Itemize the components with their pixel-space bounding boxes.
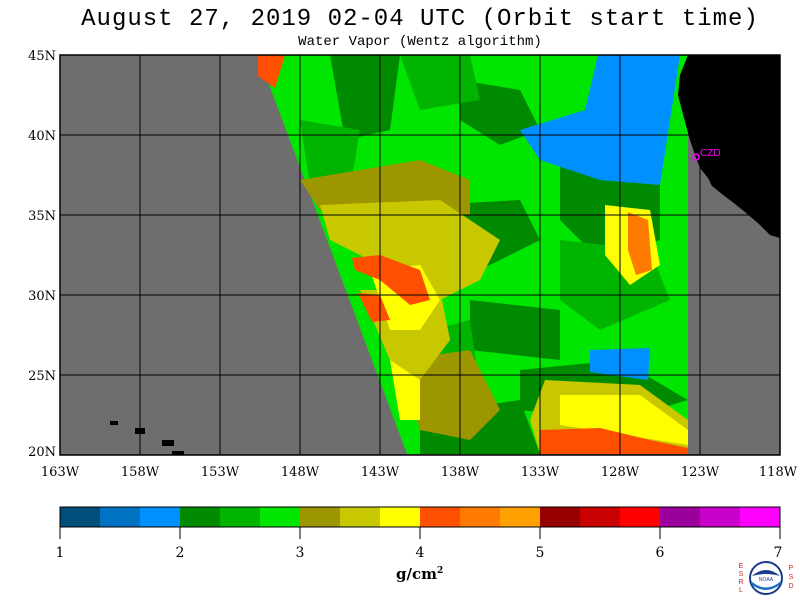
noaa-logo: E S R L P S D NOAA: [738, 561, 794, 595]
graticule: [60, 55, 780, 455]
logo-letter: S: [739, 571, 744, 578]
colorbar-swatch: [660, 507, 701, 527]
logo-letter: S: [789, 574, 794, 581]
unit-exponent: 2: [436, 566, 444, 576]
colorbar-swatch: [260, 507, 301, 527]
colorbar-swatch: [180, 507, 221, 527]
colorbar-swatches: [60, 507, 781, 527]
colorbar-tick-label: 3: [296, 545, 305, 561]
logo-letter: E: [739, 563, 744, 570]
colorbar-swatch: [740, 507, 781, 527]
land-mass: [678, 55, 780, 238]
colorbar-ticks: [59, 527, 781, 539]
logo-letter: D: [788, 583, 793, 590]
unit-base: g/cm: [396, 565, 437, 583]
colorbar-swatch: [220, 507, 261, 527]
lon-label: 163W: [41, 465, 80, 480]
colorbar-unit: g/cm2: [396, 565, 443, 583]
logo-text: NOAA: [759, 577, 774, 583]
colorbar-tick-label: 7: [774, 545, 783, 561]
colorbar-swatch: [540, 507, 581, 527]
lon-label: 148W: [281, 465, 320, 480]
colorbar-tick-label: 5: [536, 545, 545, 561]
colorbar-tick-label: 6: [656, 545, 665, 561]
colorbar-swatch: [580, 507, 621, 527]
colorbar-tick-label: 2: [176, 545, 185, 561]
station-marker: [692, 153, 700, 161]
colorbar-swatch: [100, 507, 141, 527]
lon-label: 128W: [601, 465, 640, 480]
lat-label: 30N: [28, 289, 56, 304]
colorbar-swatch: [620, 507, 661, 527]
map-frame: [59, 54, 781, 456]
colorbar-swatch: [420, 507, 461, 527]
station-label: CZD: [700, 148, 721, 159]
lon-label: 118W: [759, 465, 798, 480]
lon-label: 138W: [441, 465, 480, 480]
map-title: August 27, 2019 02-04 UTC (Orbit start t…: [81, 6, 759, 33]
lon-label: 123W: [681, 465, 720, 480]
logo-bird: [752, 570, 780, 576]
colorbar-swatch: [140, 507, 181, 527]
logo-letter: L: [739, 587, 743, 594]
lat-label: 40N: [28, 129, 56, 144]
swath-field: [258, 55, 688, 454]
logo-wave: [751, 581, 781, 590]
lat-label: 20N: [28, 445, 56, 460]
colorbar-swatch: [300, 507, 341, 527]
colorbar-swatch: [460, 507, 501, 527]
logo-letter: P: [789, 565, 794, 572]
colorbar-tick-label: 1: [56, 545, 65, 561]
colorbar-swatch: [340, 507, 381, 527]
colorbar-swatch: [500, 507, 541, 527]
lat-label: 45N: [28, 49, 56, 64]
colorbar-swatch: [60, 507, 101, 527]
colorbar-swatch: [700, 507, 741, 527]
lon-label: 133W: [521, 465, 560, 480]
lon-label: 143W: [361, 465, 400, 480]
lat-label: 35N: [28, 209, 56, 224]
logo-letter: R: [738, 579, 743, 586]
colorbar-swatch: [380, 507, 421, 527]
colorbar-tick-label: 4: [416, 545, 425, 561]
lon-label: 153W: [201, 465, 240, 480]
lat-label: 25N: [28, 369, 56, 384]
lon-label: 158W: [121, 465, 160, 480]
map-subtitle: Water Vapor (Wentz algorithm): [298, 34, 542, 50]
